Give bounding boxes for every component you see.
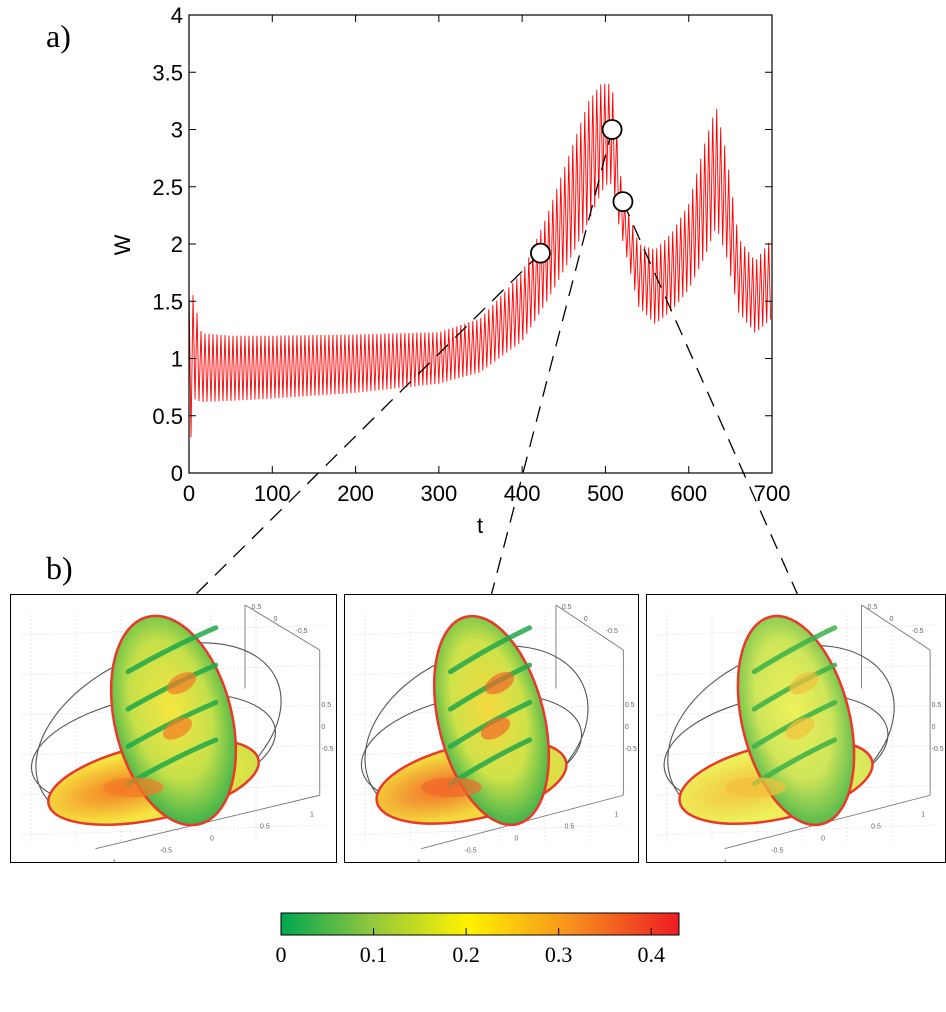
svg-text:0: 0: [274, 616, 278, 623]
x-axis-label: t: [477, 513, 483, 538]
svg-text:-0.5: -0.5: [625, 746, 637, 753]
svg-text:0.5: 0.5: [252, 604, 262, 611]
svg-text:-0.5: -0.5: [321, 746, 333, 753]
colorbar-tick-label: 0.3: [545, 942, 573, 967]
svg-text:0: 0: [321, 724, 325, 731]
y-tick-label: 3: [171, 118, 183, 143]
plot-frame: [188, 14, 773, 474]
y-axis-label: W: [110, 234, 135, 255]
svg-text:0.5: 0.5: [932, 702, 942, 709]
svg-text:-0.5: -0.5: [465, 848, 477, 855]
snapshot-surface-3: 0.5 0 -0.5 0.5 0 -0.5 1 0.5 0 -0.5 -1: [656, 604, 944, 862]
snapshot-surface-1: 0.5 0 -0.5 0.5 0 -0.5 1 0.5 0 -0.5 -1: [20, 604, 334, 862]
svg-text:0: 0: [890, 616, 894, 623]
colorbar-tick-label: 0: [276, 942, 287, 967]
snapshot-marker: [612, 191, 634, 213]
snapshot-panel-1: 0.5 0 -0.5 0.5 0 -0.5 1 0.5 0 -0.5 -1: [10, 594, 337, 863]
svg-text:-1: -1: [415, 860, 421, 862]
snapshot-panel-2: 0.5 0 -0.5 0.5 0 -0.5 1 0.5 0 -0.5 -1: [344, 594, 639, 863]
y-tick-label: 0.5: [152, 404, 183, 429]
svg-text:0.5: 0.5: [625, 702, 635, 709]
x-tick-label: 200: [337, 481, 374, 506]
svg-text:0.5: 0.5: [868, 604, 878, 611]
colorbar-ticks: 0 0.1 0.2 0.3 0.4: [276, 928, 665, 967]
svg-text:-0.5: -0.5: [932, 746, 944, 753]
svg-text:1: 1: [615, 812, 619, 819]
panel-b-label: b): [46, 550, 73, 586]
time-series-plot: 0 100 200 300 400 500 600 70000.511.522.533.54 …: [110, 3, 801, 601]
y-tick-label: 1.5: [152, 289, 183, 314]
x-tick-label: 700: [754, 481, 791, 506]
snapshot-panel-3: 0.5 0 -0.5 0.5 0 -0.5 1 0.5 0 -0.5 -1: [646, 594, 946, 863]
y-tick-label: 0: [171, 461, 183, 486]
snapshot-marker: [601, 119, 623, 140]
svg-text:0: 0: [515, 836, 519, 843]
svg-text:0.5: 0.5: [871, 824, 881, 831]
colorbar-tick-label: 0.4: [637, 942, 665, 967]
x-tick-label: 300: [420, 481, 457, 506]
svg-text:-0.5: -0.5: [160, 848, 172, 855]
svg-text:-1: -1: [721, 860, 727, 862]
svg-text:1: 1: [310, 812, 314, 819]
svg-text:-1: -1: [110, 860, 116, 862]
y-tick-label: 4: [171, 3, 183, 28]
colorbar-tick-label: 0.1: [360, 942, 388, 967]
snapshot-markers: [530, 119, 634, 264]
connector-line: [489, 129, 613, 601]
snapshot-marker: [530, 242, 551, 264]
series-w-line: [188, 83, 772, 438]
svg-text:0.5: 0.5: [321, 702, 331, 709]
x-tick-label: 400: [504, 481, 541, 506]
x-tick-label: 100: [254, 481, 291, 506]
panel-a-label: a): [46, 18, 71, 54]
x-tick-label: 500: [587, 481, 624, 506]
connector-line: [189, 252, 541, 601]
series-w: [188, 83, 772, 438]
y-tick-label: 1: [171, 347, 183, 372]
y-tick-label: 2.5: [152, 175, 183, 200]
svg-text:0: 0: [584, 616, 588, 623]
colorbar-gradient: [280, 912, 680, 936]
snapshot-surface-2: 0.5 0 -0.5 0.5 0 -0.5 1 0.5 0 -0.5 -1: [354, 604, 637, 862]
svg-text:-0.5: -0.5: [606, 628, 618, 635]
x-tick-label: 600: [670, 481, 707, 506]
colorbar-tick-label: 0.2: [452, 942, 480, 967]
svg-text:0.5: 0.5: [565, 824, 575, 831]
svg-text:0: 0: [210, 836, 214, 843]
zoom-connectors: [189, 129, 801, 601]
axis-ticks: 0 100 200 300 400 500 600 700 0 0.5 1 1.5 2 2.5 3 3.5 4: [152, 3, 790, 506]
svg-text:-0.5: -0.5: [296, 628, 308, 635]
y-tick-label: 3.5: [152, 60, 183, 85]
svg-text:0.5: 0.5: [562, 604, 572, 611]
svg-text:-0.5: -0.5: [912, 628, 924, 635]
x-tick-label: 0: [183, 481, 195, 506]
svg-text:0: 0: [625, 724, 629, 731]
y-tick-label: 2: [171, 232, 183, 257]
svg-text:1: 1: [921, 812, 925, 819]
svg-text:0.5: 0.5: [260, 824, 270, 831]
connector-line: [622, 201, 801, 601]
svg-text:0: 0: [932, 724, 936, 731]
svg-text:-0.5: -0.5: [771, 848, 783, 855]
svg-text:0: 0: [821, 836, 825, 843]
